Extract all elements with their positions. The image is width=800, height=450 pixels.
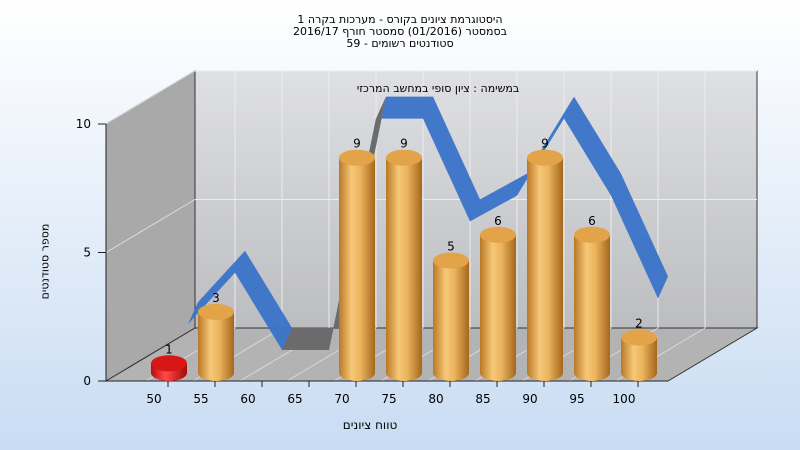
x-tick-label: 100 (613, 392, 636, 406)
bar-70 (339, 149, 375, 381)
bar-top (527, 149, 563, 166)
bar-top (433, 252, 469, 269)
y-axis: 0 5 10 (76, 117, 107, 388)
bar-body (621, 337, 657, 381)
bar-body (339, 157, 375, 381)
bar-top (339, 149, 375, 166)
x-tick-label: 60 (240, 392, 255, 406)
bar-body (574, 234, 610, 381)
bar-body (480, 234, 516, 381)
bar-top (386, 149, 422, 166)
x-tick-label: 80 (428, 392, 443, 406)
grid-line (105, 199, 196, 253)
bar-value-label: 6 (588, 214, 596, 228)
bar-value-label: 5 (447, 240, 455, 254)
chart-title-line-3: סטודנטים רשומים - 59 (346, 37, 454, 50)
grid-line (105, 70, 196, 125)
bar-value-label: 2 (635, 317, 643, 331)
x-tick-label: 55 (193, 392, 208, 406)
x-axis-title: טווח ציונים (342, 418, 398, 432)
bar-50 (151, 355, 187, 381)
bar-90 (527, 149, 563, 381)
data-labels: 1 3 9 9 5 6 9 6 2 (165, 137, 643, 357)
x-axis: 50 55 60 65 70 75 80 85 90 95 100 (106, 380, 668, 406)
x-tick-label: 85 (475, 392, 490, 406)
bar-top (480, 226, 516, 243)
chart-title-line-1: היסטוגרמת ציונים בקורס - מערכות בקרה 1 (297, 13, 503, 26)
bar-value-label: 3 (212, 291, 220, 305)
x-tick-label: 70 (334, 392, 349, 406)
y-tick-label: 0 (83, 374, 91, 388)
bar-top (151, 355, 187, 372)
trend-ribbon (188, 96, 668, 350)
bar-value-label: 9 (541, 137, 549, 151)
bar-95 (574, 226, 610, 381)
bar-top (621, 329, 657, 346)
bar-body (386, 157, 422, 381)
x-tick-label: 65 (287, 392, 302, 406)
y-tick-label: 5 (83, 246, 91, 260)
bar-top (574, 226, 610, 243)
y-tick-label: 10 (76, 117, 91, 131)
bar-85 (480, 226, 516, 381)
chart-title-line-2: בסמסטר (01/2016) סמסטר חורף 2016/17 (293, 25, 507, 38)
x-tick-label: 75 (381, 392, 396, 406)
bar-value-label: 6 (494, 214, 502, 228)
x-tick-label: 50 (146, 392, 161, 406)
bar-value-label: 9 (400, 137, 408, 151)
bar-top (198, 303, 234, 320)
bar-body (527, 157, 563, 381)
bar-value-label: 1 (165, 342, 173, 356)
bars-group (151, 149, 657, 381)
chart-inner-title: במשימה : ציון סופי במחשב המרכזי (357, 82, 520, 95)
y-axis-title: מספר סטודנטים (38, 223, 52, 300)
bar-100 (621, 329, 657, 381)
bar-body (433, 260, 469, 381)
bar-75 (386, 149, 422, 381)
trend-ribbon-backside (282, 96, 386, 350)
bar-55 (198, 303, 234, 381)
x-tick-label: 90 (522, 392, 537, 406)
x-tick-label: 95 (569, 392, 584, 406)
bar-body (198, 311, 234, 381)
bar-value-label: 9 (353, 137, 361, 151)
bar-80 (433, 252, 469, 381)
